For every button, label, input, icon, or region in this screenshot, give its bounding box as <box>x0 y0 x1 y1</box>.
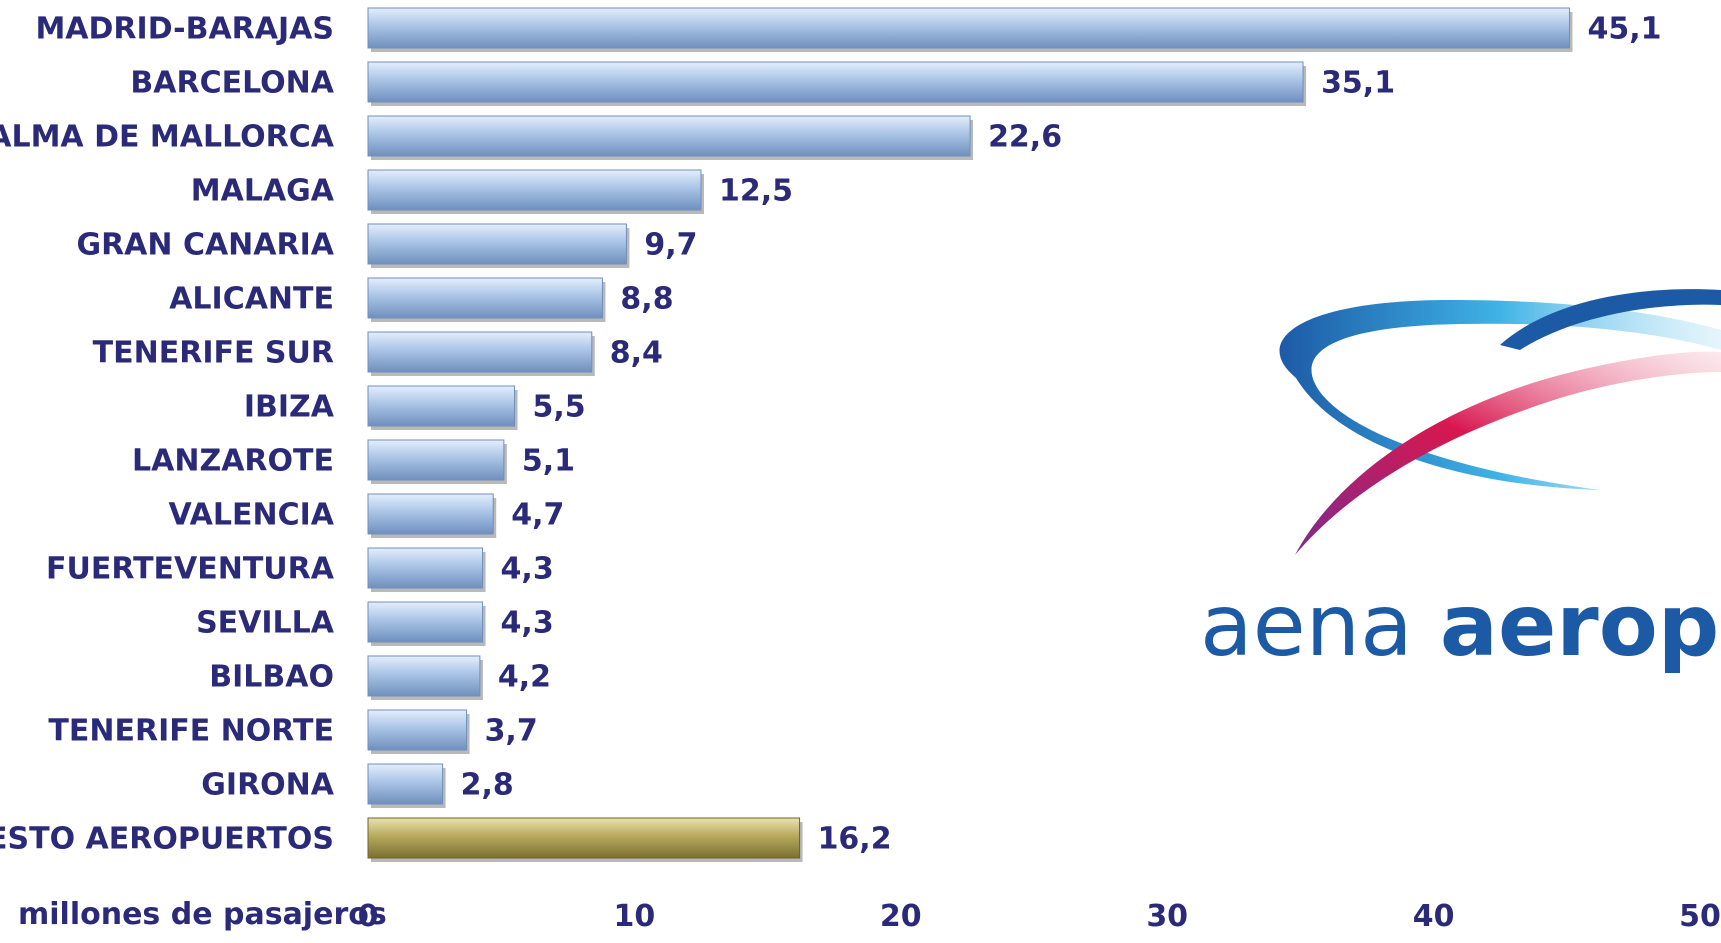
category-label: TENERIFE SUR <box>93 336 334 371</box>
category-label: SEVILLA <box>196 606 335 641</box>
value-label: 2,8 <box>461 768 514 803</box>
value-label: 22,6 <box>988 120 1062 155</box>
value-label: 5,1 <box>522 444 575 479</box>
value-label: 45,1 <box>1587 12 1661 47</box>
bar <box>367 817 801 859</box>
value-label: 8,8 <box>620 282 673 317</box>
bar <box>367 601 484 643</box>
bar <box>367 547 484 589</box>
logo-text-bold: aeropu <box>1440 576 1721 676</box>
category-label: RESTO AEROPUERTOS <box>0 822 334 857</box>
bar <box>367 385 516 427</box>
category-label: IBIZA <box>244 390 335 425</box>
value-label: 4,2 <box>498 660 551 695</box>
value-label: 3,7 <box>485 714 538 749</box>
bar <box>367 223 627 265</box>
category-label: FUERTEVENTURA <box>46 552 335 587</box>
bar <box>367 331 593 373</box>
bar <box>367 493 494 535</box>
logo-swoosh-red-icon <box>1295 351 1721 555</box>
value-label: 8,4 <box>610 336 663 371</box>
bar <box>367 439 505 481</box>
value-label: 16,2 <box>818 822 892 857</box>
x-tick-label: 30 <box>1146 899 1188 934</box>
category-label: MALAGA <box>191 174 335 209</box>
x-axis-ticks: 0 10 20 30 40 50 <box>358 899 1721 934</box>
logo-arc-blue-icon <box>1500 289 1721 350</box>
category-label: BARCELONA <box>130 66 334 101</box>
value-label: 9,7 <box>644 228 697 263</box>
category-label: ALICANTE <box>169 282 334 317</box>
bar <box>367 763 444 805</box>
category-label: GRAN CANARIA <box>76 228 334 263</box>
x-tick-label: 20 <box>880 899 922 934</box>
category-label: VALENCIA <box>168 498 334 533</box>
value-label: 4,3 <box>501 606 554 641</box>
x-tick-label: 50 <box>1679 899 1721 934</box>
category-label: BILBAO <box>209 660 334 695</box>
category-label: MADRID-BARAJAS <box>35 12 334 47</box>
value-label: 35,1 <box>1321 66 1395 101</box>
category-label: LANZAROTE <box>132 444 334 479</box>
x-axis-title: millones de pasajeros <box>18 897 387 932</box>
bar <box>367 7 1570 49</box>
value-labels: 45,1 35,1 22,6 12,5 9,7 8,8 8,4 5,5 5,1 4,7 4,3 4,3… <box>461 12 1662 857</box>
logo-swoosh-blue-icon <box>1279 300 1721 490</box>
x-tick-label: 10 <box>614 899 656 934</box>
bar <box>367 61 1304 103</box>
bar <box>367 169 702 211</box>
bar <box>367 709 468 751</box>
value-label: 12,5 <box>719 174 793 209</box>
x-tick-label: 0 <box>358 899 379 934</box>
category-label: GIRONA <box>201 768 334 803</box>
bar <box>367 655 481 697</box>
value-label: 5,5 <box>533 390 586 425</box>
x-tick-label: 40 <box>1413 899 1455 934</box>
category-labels: MADRID-BARAJAS BARCELONA PALMA DE MALLORCA… <box>0 12 335 857</box>
category-label: TENERIFE NORTE <box>48 714 334 749</box>
category-label: PALMA DE MALLORCA <box>0 120 335 155</box>
bar <box>367 277 603 319</box>
logo-text-light: aena <box>1200 576 1413 676</box>
bar <box>367 115 971 157</box>
bars-layer <box>367 7 1573 862</box>
aena-logo: aena aeropu <box>1200 289 1721 676</box>
value-label: 4,3 <box>501 552 554 587</box>
logo-text: aena aeropu <box>1200 576 1721 676</box>
value-label: 4,7 <box>511 498 564 533</box>
